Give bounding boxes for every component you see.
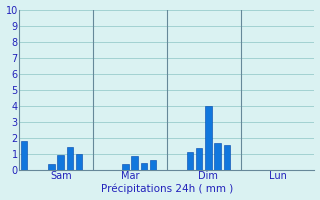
Bar [205,106,212,170]
Bar [131,156,138,170]
Bar [150,160,156,170]
Bar [214,143,221,170]
X-axis label: Précipitations 24h ( mm ): Précipitations 24h ( mm ) [101,184,233,194]
Bar [58,155,64,170]
Bar [224,145,230,170]
Bar [196,148,202,170]
Bar [67,147,73,170]
Bar [76,154,82,170]
Bar [187,152,193,170]
Bar [122,164,129,170]
Bar [140,163,147,170]
Bar [20,141,27,170]
Bar [48,164,55,170]
